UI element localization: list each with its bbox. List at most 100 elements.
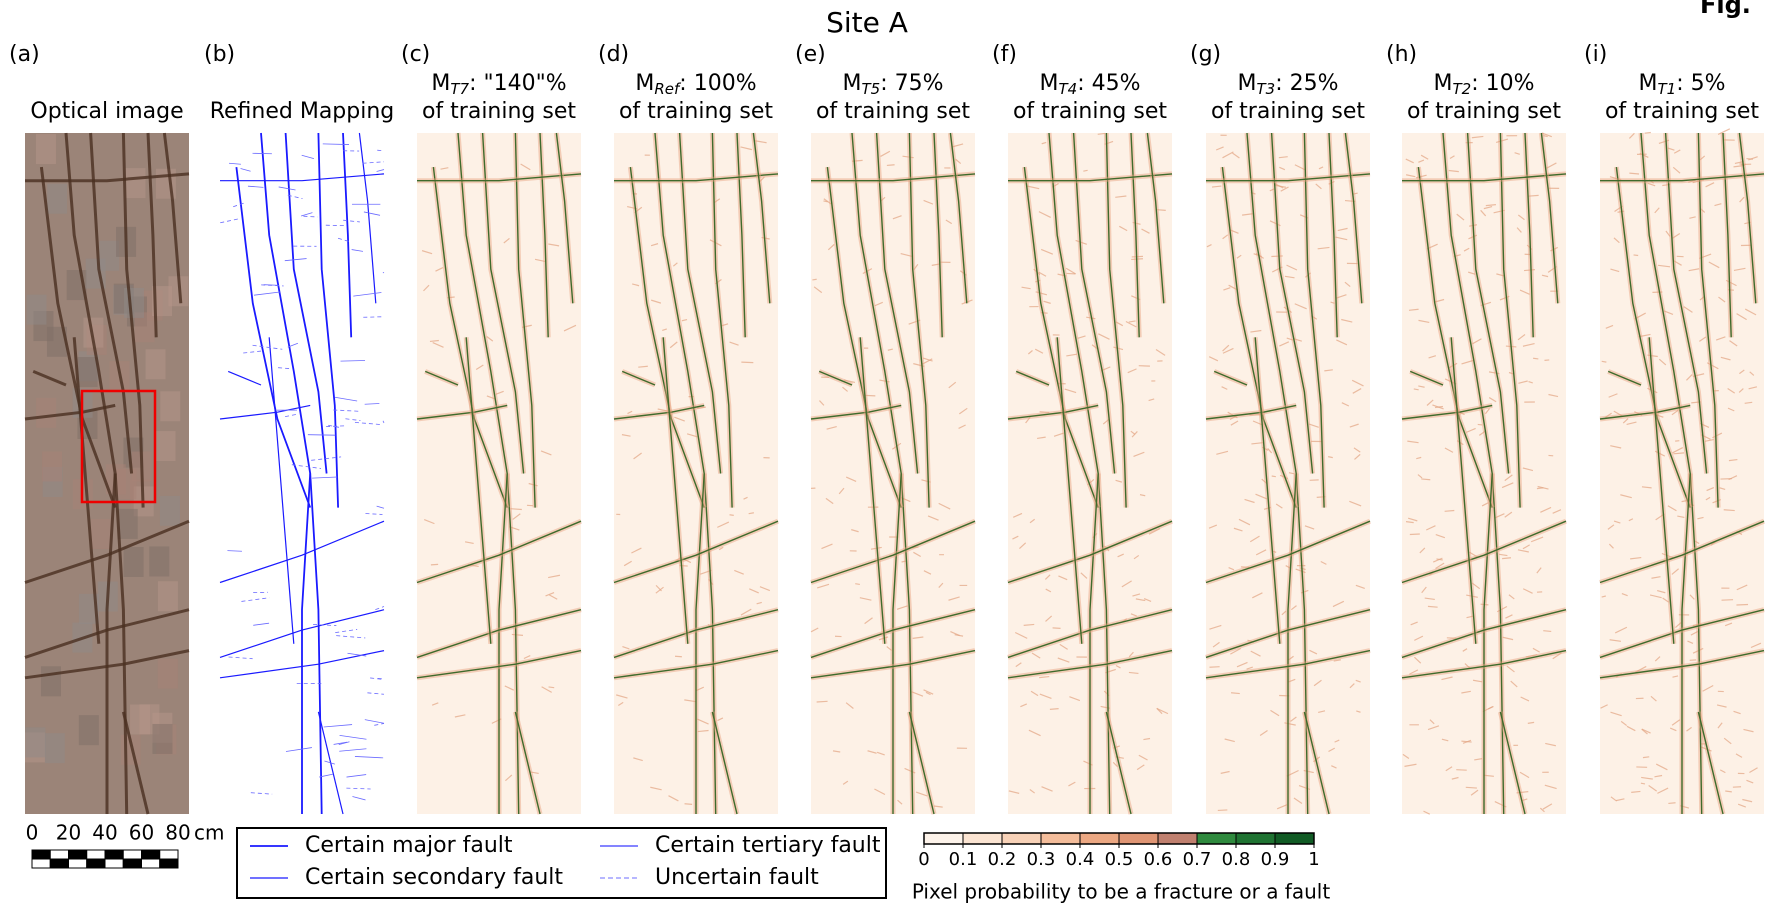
probability-noise: [1286, 769, 1299, 777]
probability-noise: [1039, 675, 1050, 679]
fracture-core: [1599, 404, 1691, 420]
panel-letter: (d): [598, 42, 629, 67]
probability-noise: [1334, 739, 1340, 743]
fracture-core: [614, 173, 779, 182]
colorbar-tick-label: 0.2: [988, 849, 1017, 870]
texture: [124, 287, 145, 318]
fracture-core: [826, 167, 902, 508]
probability-noise: [1300, 589, 1309, 594]
colorbar-segment: [1197, 833, 1236, 844]
probability-noise: [1749, 371, 1755, 376]
legend-label: Uncertain fault: [655, 865, 819, 890]
probability-noise: [955, 158, 962, 165]
fracture-core: [1401, 649, 1567, 679]
panel-letter: (h): [1386, 42, 1417, 67]
probability-noise: [421, 250, 433, 255]
probability-noise: [1671, 719, 1681, 726]
fracture-core: [1409, 370, 1444, 386]
probability-noise: [823, 198, 832, 205]
probability-noise: [1605, 412, 1612, 418]
fracture-core: [1008, 173, 1173, 182]
fracture-core: [465, 337, 492, 644]
probability-noise: [1672, 232, 1681, 239]
probability-noise: [1224, 738, 1235, 743]
fracture-core: [1466, 132, 1510, 474]
probability-noise: [1468, 234, 1478, 240]
probability-noise: [1131, 255, 1144, 258]
probability-noise: [921, 479, 931, 483]
model-subscript: Ref: [654, 80, 682, 98]
probability-noise: [1717, 128, 1731, 135]
mapped-fault-short: [250, 792, 273, 795]
probability-noise: [1444, 447, 1454, 453]
probability-noise: [1717, 722, 1723, 729]
probability-noise: [1647, 354, 1658, 358]
probability-noise: [1746, 779, 1754, 784]
probability-noise: [1508, 371, 1514, 375]
probability-noise: [1672, 447, 1684, 454]
probability-noise: [1629, 172, 1640, 175]
probability-noise: [1432, 404, 1444, 410]
probability-noise: [1426, 525, 1436, 531]
probability-noise: [1483, 205, 1493, 210]
probability-noise: [1720, 356, 1731, 361]
panel-image: [1205, 132, 1371, 815]
probability-noise: [1238, 518, 1251, 526]
probability-noise: [1138, 754, 1148, 761]
probability-noise: [958, 424, 966, 429]
probability-noise: [548, 243, 560, 247]
probability-noise: [1522, 798, 1528, 802]
mapped-fault-short: [364, 403, 380, 405]
probability-noise: [1461, 359, 1474, 365]
probability-noise: [1687, 640, 1694, 645]
probability-noise: [1344, 281, 1351, 287]
probability-noise: [886, 164, 895, 167]
probability-noise: [1628, 132, 1635, 139]
probability-noise: [740, 608, 752, 616]
panel-letter: (c): [401, 42, 430, 67]
probability-noise: [1472, 338, 1482, 345]
probability-noise: [523, 655, 531, 660]
rock-fracture: [146, 132, 158, 338]
probability-noise: [842, 780, 849, 785]
fracture-core: [481, 132, 525, 474]
scale-tick-label: 80: [165, 821, 190, 845]
probability-noise: [1065, 267, 1077, 275]
probability-noise: [838, 487, 845, 495]
probability-noise: [1208, 356, 1219, 362]
mapped-fault-short: [362, 161, 385, 164]
probability-noise: [1130, 430, 1136, 435]
probability-noise: [1718, 296, 1726, 303]
mapped-fault-short: [241, 597, 270, 602]
fracture-core: [1105, 711, 1132, 815]
model-subscript: T4: [1058, 80, 1077, 98]
probability-noise: [1714, 203, 1722, 207]
fracture-core: [1246, 132, 1309, 815]
probability-noise: [548, 574, 561, 579]
probability-noise: [923, 199, 934, 205]
probability-noise: [1444, 509, 1455, 512]
model-subscript: T5: [861, 80, 880, 98]
fracture-core: [1648, 337, 1675, 644]
probability-noise: [1736, 313, 1747, 321]
probability-noise: [1468, 271, 1476, 275]
probability-noise: [1514, 152, 1520, 155]
probability-noise: [1502, 636, 1514, 641]
probability-noise: [1043, 300, 1051, 304]
probability-noise: [1620, 720, 1628, 727]
probability-noise: [717, 521, 730, 528]
probability-noise: [1031, 652, 1041, 659]
probability-noise: [1488, 371, 1500, 375]
probability-noise: [1600, 704, 1608, 709]
scale-block: [68, 858, 88, 869]
probability-noise: [1335, 294, 1347, 299]
mapped-fault-short: [247, 185, 264, 188]
probability-noise: [1295, 568, 1306, 574]
probability-noise: [945, 219, 953, 225]
probability-noise: [1658, 358, 1667, 366]
probability-noise: [1428, 355, 1437, 359]
probability-noise: [668, 795, 679, 802]
probability-noise: [510, 508, 522, 511]
fracture-core: [1540, 132, 1559, 304]
fracture-core: [1738, 132, 1757, 304]
